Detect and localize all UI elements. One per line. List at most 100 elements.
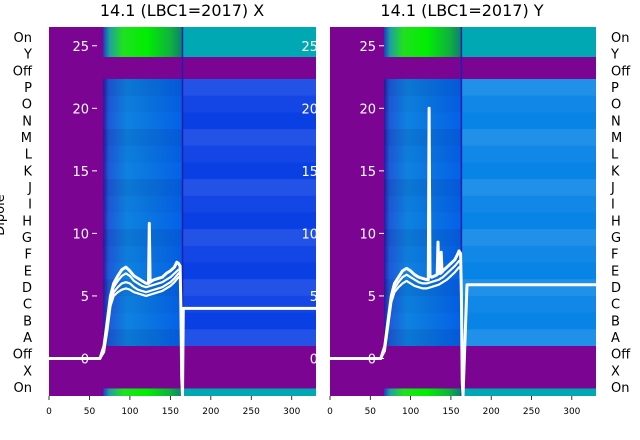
heatmap-row-shade	[103, 229, 183, 246]
x-tick-label: 100	[121, 407, 138, 417]
x-tick-label: 150	[162, 407, 179, 417]
heatmap-on-row-flat	[182, 27, 316, 58]
dipole-label-right: Off	[611, 64, 631, 79]
dipole-label-right: D	[611, 281, 621, 296]
x-tick-label: 250	[243, 407, 260, 417]
dipole-label-left: Off	[13, 348, 33, 363]
trace-line	[330, 266, 463, 360]
heatmap-row-shade	[461, 313, 596, 330]
y-tick-label: 10	[72, 227, 89, 242]
heatmap-row-shade	[461, 295, 596, 313]
dipole-label-right: B	[611, 314, 620, 329]
heatmap-row-shade	[461, 279, 596, 296]
y-tick-label: 10	[359, 227, 376, 242]
dipole-label-right: Y	[610, 48, 619, 63]
heatmap-on-row-flat	[461, 388, 596, 396]
dipole-label-right: P	[611, 81, 619, 96]
y-tick-label: 0	[368, 352, 376, 367]
dipole-label-right: H	[611, 214, 621, 229]
heatmap-row-shade	[103, 96, 182, 113]
dipole-label-right: On	[611, 381, 629, 396]
heatmap-row-shade	[182, 229, 316, 246]
heatmap-row-shade	[461, 245, 596, 263]
heatmap-row-shade	[461, 213, 596, 230]
heatmap-row-shade	[384, 196, 461, 213]
heatmap-row-shade	[461, 129, 596, 146]
heatmap-row-shade	[103, 213, 182, 230]
heatmap-on-row-flat	[461, 27, 596, 58]
y-tick-label: 5	[310, 290, 318, 305]
trace-line	[49, 221, 316, 396]
heatmap-row-shade	[182, 245, 316, 263]
heatmap-row-shade	[182, 195, 316, 213]
heatmap-row-shade	[384, 129, 462, 146]
heatmap-row-shade	[384, 229, 462, 246]
x-tick-label: 250	[523, 407, 540, 417]
heatmap-row-shade	[182, 129, 316, 146]
y-tick-label: 15	[301, 165, 318, 180]
heatmap-row-shade	[461, 79, 596, 96]
x-tick-label: 300	[283, 407, 300, 417]
heatmap-row-shade	[384, 296, 461, 313]
x-tick-label: 50	[365, 407, 377, 417]
x-tick-label: 0	[46, 407, 52, 417]
heatmap-on-row-flat	[182, 388, 316, 396]
heatmap-row-shade	[461, 162, 596, 179]
dipole-label-right: L	[611, 148, 619, 163]
dipole-label-left: On	[14, 31, 32, 46]
y-tick-label: 25	[301, 40, 318, 55]
dipole-label-right: G	[611, 231, 621, 246]
dipole-label-left: D	[22, 281, 32, 296]
dipole-label-left: Off	[13, 64, 33, 79]
heatmap-row-shade	[103, 162, 182, 179]
heatmap-row-shade	[103, 112, 182, 129]
x-tick-label: 0	[327, 407, 333, 417]
heatmap-row-shade	[384, 112, 461, 129]
heatmap-on-row	[103, 388, 183, 396]
heatmap-row-shade	[103, 196, 182, 213]
heatmap-row-shade	[461, 229, 596, 246]
heatmap-row-shade	[384, 313, 461, 330]
y-tick-label: 15	[72, 165, 89, 180]
heatmap-row-shade	[461, 263, 596, 280]
y-tick-label: 5	[368, 290, 376, 305]
dipole-label-right: X	[611, 364, 620, 379]
x-tick-label: 300	[563, 407, 580, 417]
heatmap-row-shade	[182, 79, 316, 96]
heatmap-row-shade	[103, 79, 183, 96]
dipole-label-left: J	[27, 181, 32, 196]
dipole-label-left: G	[22, 231, 32, 246]
dipole-label-left: B	[23, 314, 32, 329]
heatmap-row-shade	[384, 246, 461, 263]
x-tick-label: 150	[442, 407, 459, 417]
heatmap-row-shade	[103, 246, 182, 263]
heatmap-row-shade	[461, 95, 596, 113]
x-tick-label: 200	[202, 407, 219, 417]
heatmap-row-shade	[103, 313, 182, 330]
heatmap-row-shade	[103, 146, 182, 163]
dipole-label-right: I	[611, 198, 615, 213]
heatmap-row-shade	[182, 179, 316, 196]
heatmap-row-shade	[461, 179, 596, 196]
heatmap-row-shade	[183, 313, 317, 330]
heatmap-main-band-flat	[461, 79, 596, 346]
heatmap-row-shade	[182, 145, 316, 163]
dipole-label-left: C	[23, 298, 32, 313]
y-tick-label: 25	[72, 40, 89, 55]
dipole-label-left: On	[14, 381, 32, 396]
y-tick-label: 25	[359, 40, 376, 55]
trace-line	[49, 276, 182, 360]
dipole-label-right: A	[611, 331, 620, 346]
heatmap-row-shade	[461, 195, 596, 213]
heatmap-row-shade	[103, 179, 183, 196]
heatmap-row-shade	[182, 279, 316, 296]
dipole-label-left: I	[28, 198, 32, 213]
y-tick-label: 0	[310, 352, 318, 367]
heatmap-row-shade	[182, 329, 316, 346]
y-tick-label: 10	[301, 227, 318, 242]
y-tick-label: 15	[359, 165, 376, 180]
dipole-label-right: E	[611, 264, 619, 279]
heatmap-row-shade	[103, 296, 182, 313]
